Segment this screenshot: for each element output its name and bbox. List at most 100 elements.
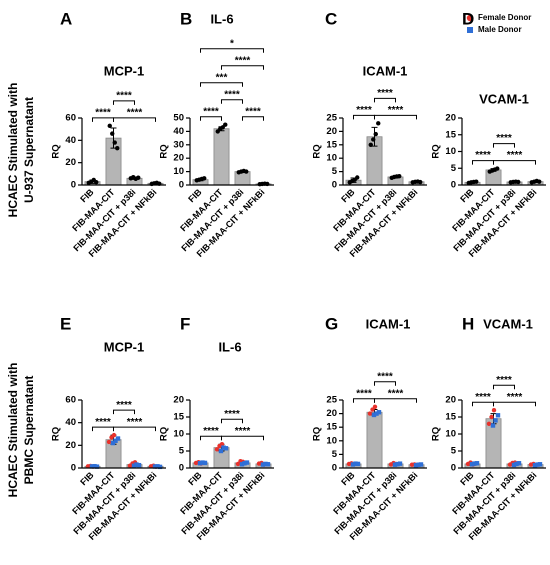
significance-bracket: [200, 116, 222, 121]
y-tick-label: 20: [65, 157, 76, 168]
data-point: [350, 462, 356, 467]
chart-title: ICAM-1: [366, 316, 411, 331]
y-tick-label: 5: [332, 449, 338, 460]
significance-label: ****: [245, 106, 261, 117]
y-axis-label: RQ: [51, 144, 62, 158]
x-tick-label: FIB: [339, 187, 357, 205]
significance-label: ****: [496, 375, 512, 386]
data-point: [395, 461, 400, 467]
y-tick-label: 20: [326, 408, 337, 419]
y-tick-label: 0: [179, 463, 184, 474]
data-point: [376, 410, 382, 415]
y-tick-label: 60: [65, 113, 76, 124]
x-tick-label: FIB: [78, 470, 96, 488]
data-point: [152, 464, 158, 469]
significance-label: ****: [475, 392, 491, 403]
y-axis-label: RQ: [312, 144, 323, 158]
data-point: [516, 179, 521, 185]
chart-title: MCP-1: [104, 63, 144, 78]
significance-label: ****: [95, 107, 111, 118]
data-point: [113, 438, 118, 443]
significance-bracket: [493, 143, 515, 148]
data-point: [537, 462, 543, 467]
data-point: [214, 447, 220, 452]
y-tick-label: 40: [173, 126, 184, 137]
data-point: [244, 460, 250, 465]
data-point: [493, 418, 498, 423]
panel-letter: B: [180, 9, 192, 28]
chart-title: IL-6: [210, 11, 233, 26]
panel-letter: A: [60, 9, 72, 28]
data-point: [474, 461, 480, 466]
data-point: [115, 145, 120, 151]
y-tick-label: 30: [173, 139, 184, 150]
data-point: [495, 166, 500, 171]
y-tick-label: 10: [173, 166, 184, 177]
significance-label: ****: [203, 426, 219, 437]
y-tick-label: 15: [326, 422, 337, 433]
row-label: U-937 Supernatant: [22, 97, 36, 203]
data-point: [535, 462, 540, 467]
legend-marker: [467, 27, 473, 33]
panel-letter: G: [325, 314, 338, 333]
significance-label: ****: [507, 392, 523, 403]
significance-bracket: [221, 99, 243, 104]
data-point: [537, 179, 542, 184]
x-tick-label: FIB: [186, 187, 204, 205]
data-point: [155, 464, 160, 469]
significance-label: ****: [356, 105, 372, 116]
data-point: [218, 448, 224, 454]
significance-label: ****: [127, 107, 143, 118]
y-tick-label: 15: [173, 412, 184, 423]
data-point: [516, 461, 522, 466]
data-point: [418, 179, 423, 185]
significance-bracket: [113, 409, 135, 415]
significance-bracket: [200, 82, 243, 87]
y-tick-label: 10: [173, 429, 184, 440]
y-tick-label: 20: [445, 113, 456, 124]
data-point: [490, 423, 496, 428]
significance-label: ***: [216, 72, 228, 83]
x-tick-label: FIB: [186, 470, 204, 488]
data-point: [355, 461, 361, 467]
y-tick-label: 25: [326, 113, 337, 124]
y-tick-label: 0: [332, 180, 337, 191]
significance-bracket: [493, 384, 515, 390]
y-tick-label: 20: [173, 153, 184, 164]
y-tick-label: 5: [179, 446, 185, 457]
data-point: [491, 408, 497, 413]
panel-letter: F: [180, 314, 190, 333]
legend-marker: [466, 14, 474, 22]
data-point: [371, 137, 376, 142]
data-point: [92, 463, 97, 469]
data-point: [219, 442, 225, 447]
data-point: [223, 446, 229, 451]
chart-title: VCAM-1: [483, 316, 533, 331]
significance-label: ****: [356, 388, 372, 399]
y-tick-label: 0: [451, 463, 456, 474]
y-tick-label: 15: [326, 139, 337, 150]
row-label: HCAEC Stimulated with: [6, 363, 20, 498]
data-point: [397, 461, 403, 466]
row-label: PBMC Supernatant: [22, 376, 36, 485]
y-axis-label: RQ: [431, 427, 442, 441]
panel-letter: H: [462, 314, 474, 333]
y-tick-label: 50: [173, 113, 184, 124]
y-tick-label: 0: [71, 180, 76, 191]
y-tick-label: 10: [326, 153, 337, 164]
data-point: [263, 461, 268, 467]
data-point: [110, 440, 116, 446]
data-point: [94, 464, 100, 469]
data-point: [514, 461, 519, 467]
significance-bracket: [374, 114, 417, 120]
data-point: [376, 121, 381, 126]
data-point: [106, 439, 112, 445]
data-point: [239, 462, 245, 467]
panel-letter: D: [462, 9, 474, 28]
significance-label: ****: [507, 150, 523, 161]
data-point: [474, 179, 479, 184]
data-point: [221, 445, 226, 450]
y-axis-label: RQ: [431, 144, 442, 158]
data-point: [136, 175, 141, 180]
